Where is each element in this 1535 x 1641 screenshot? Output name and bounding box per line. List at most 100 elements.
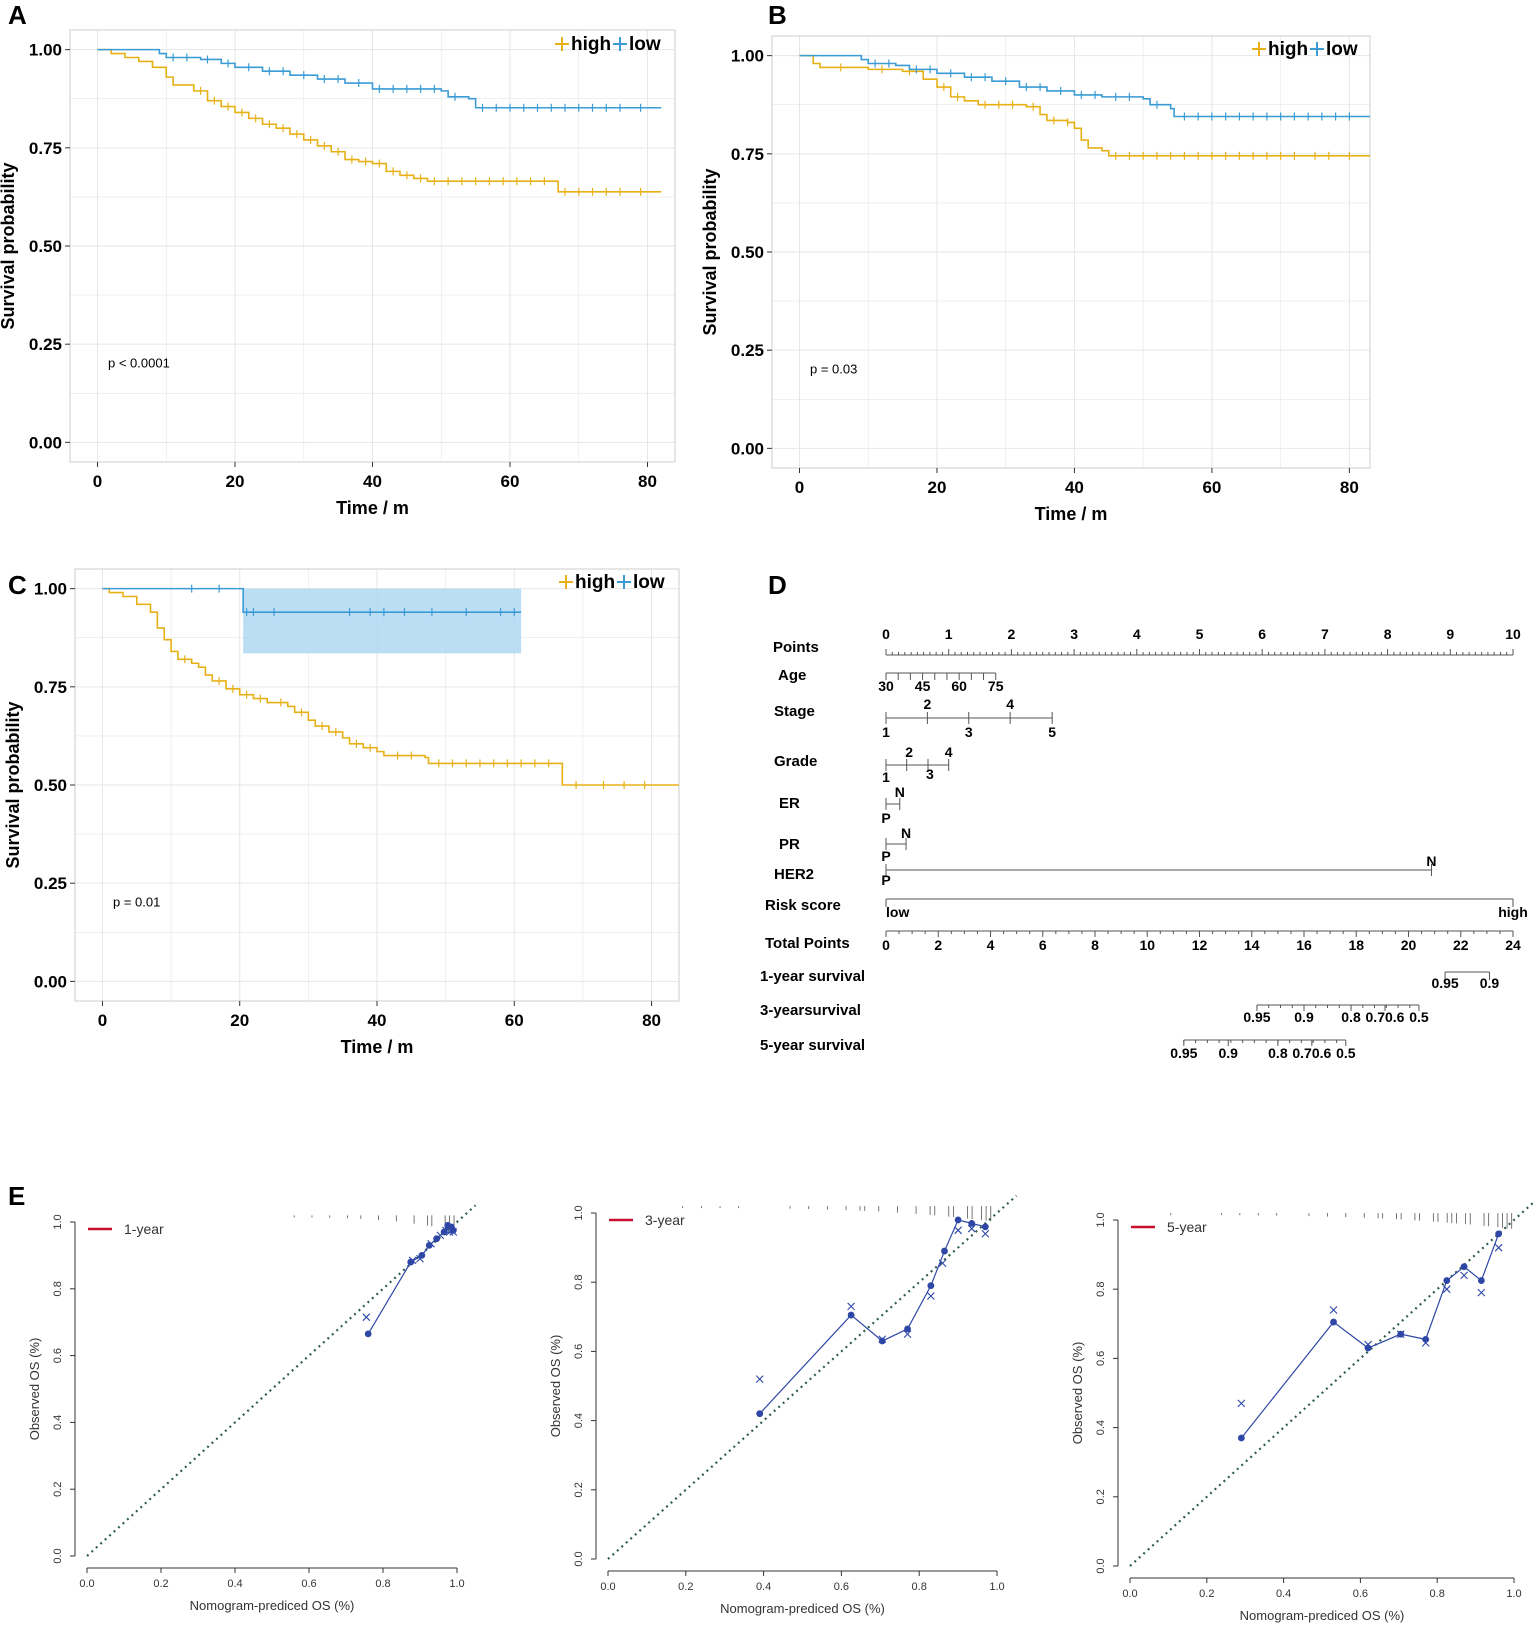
nomogram-value-label: 0.8 bbox=[1341, 1009, 1361, 1025]
x-tick-label: 0 bbox=[98, 1011, 107, 1030]
observed-point bbox=[1237, 1434, 1245, 1442]
km-plot-a: 0.00 0.25 0.50 0.75 1.00 0 20 40 60 80 Time / m Sur… bbox=[0, 29, 676, 518]
bias-corrected-point bbox=[445, 1228, 454, 1236]
y-tick-label: 0.0 bbox=[52, 1548, 64, 1563]
observed-point bbox=[981, 1223, 989, 1231]
observed-point bbox=[1364, 1344, 1372, 1352]
nomogram-value-label: 8 bbox=[1384, 626, 1392, 642]
x-tick-label: 80 bbox=[638, 472, 657, 491]
nomogram-value-label: 1 bbox=[882, 724, 890, 740]
nomogram-value-label: 3 bbox=[926, 766, 934, 782]
nomogram-value-label: 22 bbox=[1453, 937, 1469, 953]
ideal-line bbox=[607, 1194, 1018, 1560]
y-tick-label: 0.4 bbox=[1095, 1420, 1107, 1435]
x-tick-label: 0.2 bbox=[153, 1578, 168, 1590]
y-tick-label: 0.8 bbox=[52, 1281, 64, 1296]
observed-point bbox=[1422, 1335, 1430, 1343]
observed-point bbox=[756, 1410, 764, 1418]
y-tick-label: 0.6 bbox=[573, 1344, 585, 1359]
nomogram-value-label: 0.5 bbox=[1336, 1045, 1356, 1061]
observed-point bbox=[418, 1252, 426, 1259]
nomogram-value-label: 0.70.6 bbox=[1366, 1009, 1405, 1025]
nomogram-value-label: 4 bbox=[945, 744, 953, 760]
y-tick-label: 0.0 bbox=[573, 1551, 585, 1566]
nomogram-value-label: N bbox=[895, 784, 905, 800]
nomogram-value-label: 0 bbox=[882, 937, 890, 953]
legend-label: 1-year bbox=[124, 1221, 164, 1237]
nomogram-value-label: 4 bbox=[1006, 696, 1014, 712]
nomogram-value-label: 30 bbox=[878, 678, 894, 694]
bias-corrected-point bbox=[981, 1229, 990, 1238]
observed-point bbox=[1443, 1277, 1451, 1284]
nomogram-value-label: P bbox=[881, 872, 890, 888]
nomogram-value-label: 75 bbox=[988, 678, 1004, 694]
bias-corrected-point bbox=[1237, 1399, 1246, 1408]
x-axis-label: Time / m bbox=[341, 1037, 414, 1057]
panel-label-e: E bbox=[8, 1181, 25, 1211]
y-tick-label: 0.75 bbox=[29, 139, 62, 158]
calibration-plot-1-year: 0.0 0.0 0.2 0.2 0.4 0.4 0.6 0.6 0.8 0.8 1.0 1.0 Nomo… bbox=[27, 1204, 477, 1613]
x-tick-label: 0.8 bbox=[375, 1578, 390, 1590]
y-tick-label: 1.00 bbox=[29, 41, 62, 60]
km-plot-b: 0.00 0.25 0.50 0.75 1.00 0 20 40 60 80 Time / m Sur… bbox=[700, 35, 1371, 524]
nomogram-row-label: 1-year survival bbox=[760, 968, 865, 985]
y-tick-label: 0.25 bbox=[29, 335, 62, 354]
x-axis-label: Time / m bbox=[1035, 504, 1108, 524]
x-tick-label: 20 bbox=[928, 478, 947, 497]
y-tick-label: 1.0 bbox=[1095, 1212, 1107, 1227]
nomogram-value-label: high bbox=[1498, 904, 1528, 920]
survival-curve-low bbox=[102, 587, 522, 613]
nomogram-value-label: 14 bbox=[1244, 937, 1260, 953]
nomogram-value-label: 2 bbox=[923, 696, 931, 712]
x-tick-label: 80 bbox=[642, 1011, 661, 1030]
x-tick-label: 40 bbox=[1065, 478, 1084, 497]
nomogram-value-label: low bbox=[886, 904, 909, 920]
bias-corrected-point bbox=[1494, 1243, 1503, 1252]
bias-corrected-point bbox=[755, 1375, 764, 1383]
nomogram-row-label: ER bbox=[779, 795, 800, 812]
legend-label-low: low bbox=[629, 34, 661, 55]
y-tick-label: 0.4 bbox=[573, 1413, 585, 1428]
x-tick-label: 0.4 bbox=[1276, 1588, 1291, 1600]
y-tick-label: 0.50 bbox=[731, 243, 764, 262]
nomogram-row-label: PR bbox=[779, 836, 800, 853]
nomogram-value-label: 7 bbox=[1321, 626, 1329, 642]
y-axis-label: Survival probability bbox=[700, 168, 720, 335]
nomogram-value-label: 12 bbox=[1192, 937, 1208, 953]
nomogram-value-label: 3 bbox=[1070, 626, 1078, 642]
y-tick-label: 0.0 bbox=[1095, 1558, 1107, 1573]
bias-corrected-point bbox=[1364, 1340, 1372, 1349]
observed-point bbox=[364, 1330, 372, 1338]
bias-corrected-point bbox=[878, 1335, 887, 1344]
x-tick-label: 0 bbox=[93, 472, 102, 491]
bias-corrected-point bbox=[926, 1292, 935, 1300]
nomogram-value-label: 0 bbox=[882, 626, 890, 642]
nomogram-value-label: 0.95 bbox=[1170, 1045, 1197, 1061]
legend-label: 3-year bbox=[645, 1212, 685, 1228]
nomogram-value-label: 6 bbox=[1258, 626, 1266, 642]
legend-label-high: high bbox=[575, 572, 615, 593]
nomogram-value-label: 2 bbox=[934, 937, 942, 953]
y-axis-label: Survival probability bbox=[0, 162, 18, 329]
calibration-line bbox=[759, 1219, 986, 1415]
x-axis-label: Nomogram-prediced OS (%) bbox=[190, 1598, 355, 1613]
observed-point bbox=[1477, 1277, 1485, 1284]
observed-point bbox=[1495, 1230, 1503, 1238]
nomogram-value-label: 45 bbox=[915, 678, 931, 694]
nomogram-value-label: 16 bbox=[1296, 937, 1312, 953]
nomogram-value-label: 0.95 bbox=[1431, 975, 1458, 991]
y-tick-label: 0.50 bbox=[29, 237, 62, 256]
y-tick-label: 0.75 bbox=[34, 678, 67, 697]
p-value-annotation: p = 0.01 bbox=[113, 895, 160, 910]
x-axis-label: Nomogram-prediced OS (%) bbox=[720, 1601, 885, 1616]
y-tick-label: 0.8 bbox=[1095, 1282, 1107, 1297]
y-tick-label: 0.00 bbox=[731, 439, 764, 458]
x-tick-label: 60 bbox=[505, 1011, 524, 1030]
bias-corrected-point bbox=[938, 1259, 947, 1268]
y-tick-label: 0.2 bbox=[1095, 1489, 1107, 1504]
x-tick-label: 0.0 bbox=[1122, 1588, 1137, 1600]
panel-label-b: B bbox=[768, 0, 787, 30]
observed-point bbox=[878, 1337, 886, 1345]
bias-corrected-point bbox=[954, 1226, 962, 1235]
